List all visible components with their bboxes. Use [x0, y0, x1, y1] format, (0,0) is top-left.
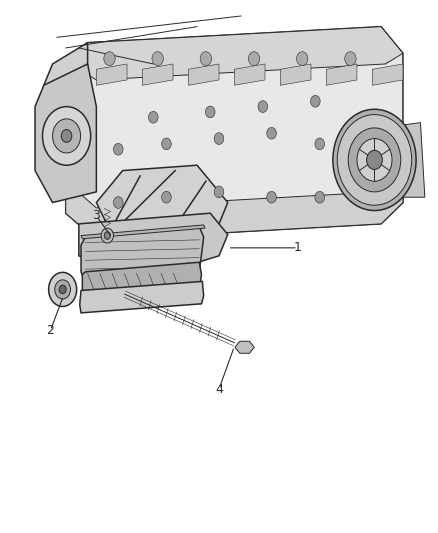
- Circle shape: [61, 130, 72, 142]
- Circle shape: [148, 111, 158, 123]
- Polygon shape: [280, 64, 311, 85]
- Circle shape: [113, 143, 123, 155]
- Polygon shape: [80, 281, 204, 313]
- Circle shape: [354, 181, 364, 192]
- Polygon shape: [142, 64, 173, 85]
- Circle shape: [315, 138, 325, 150]
- Circle shape: [267, 191, 276, 203]
- Circle shape: [333, 109, 416, 211]
- Polygon shape: [188, 64, 219, 85]
- Polygon shape: [82, 262, 201, 300]
- Text: 2: 2: [46, 324, 54, 337]
- Circle shape: [152, 52, 163, 66]
- Text: 3: 3: [92, 209, 100, 222]
- Circle shape: [258, 101, 268, 112]
- Text: 1: 1: [294, 241, 302, 254]
- Polygon shape: [326, 64, 357, 85]
- Circle shape: [248, 52, 260, 66]
- Circle shape: [162, 191, 171, 203]
- Polygon shape: [81, 227, 204, 282]
- Polygon shape: [70, 27, 403, 80]
- Circle shape: [104, 52, 115, 66]
- Circle shape: [113, 197, 123, 208]
- Polygon shape: [66, 171, 403, 240]
- Circle shape: [162, 138, 171, 150]
- Circle shape: [53, 119, 81, 153]
- Polygon shape: [81, 225, 205, 239]
- Circle shape: [104, 232, 110, 239]
- Circle shape: [200, 52, 212, 66]
- Polygon shape: [79, 213, 228, 272]
- Circle shape: [55, 280, 71, 299]
- Circle shape: [101, 228, 113, 243]
- Circle shape: [214, 186, 224, 198]
- Polygon shape: [381, 123, 425, 197]
- Polygon shape: [35, 64, 96, 203]
- Circle shape: [315, 191, 325, 203]
- Circle shape: [205, 106, 215, 118]
- Circle shape: [348, 128, 401, 192]
- Circle shape: [267, 127, 276, 139]
- Polygon shape: [66, 27, 403, 240]
- Polygon shape: [96, 165, 228, 245]
- Circle shape: [59, 285, 66, 294]
- Polygon shape: [44, 43, 88, 149]
- Circle shape: [49, 272, 77, 306]
- Polygon shape: [234, 64, 265, 85]
- Circle shape: [297, 52, 308, 66]
- Polygon shape: [235, 341, 254, 353]
- Polygon shape: [372, 64, 403, 85]
- Text: 4: 4: [215, 383, 223, 395]
- Circle shape: [357, 139, 392, 181]
- Circle shape: [214, 133, 224, 144]
- Circle shape: [337, 115, 412, 205]
- Circle shape: [311, 95, 320, 107]
- Circle shape: [345, 52, 356, 66]
- Polygon shape: [96, 64, 127, 85]
- Circle shape: [367, 150, 382, 169]
- Circle shape: [42, 107, 91, 165]
